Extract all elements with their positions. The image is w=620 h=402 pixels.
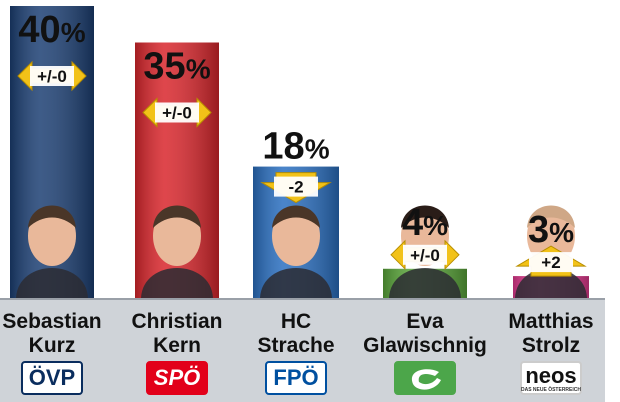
svg-text:DAS NEUE ÖSTERREICH: DAS NEUE ÖSTERREICH xyxy=(521,386,581,393)
party-logo-fp: FPÖ xyxy=(265,361,327,395)
change-label-grne: +/-0 xyxy=(410,246,440,265)
change-box-grne xyxy=(403,244,447,265)
value-label-fp: 18% xyxy=(262,126,329,168)
candidate-name-vp-1: Sebastian xyxy=(2,310,101,333)
candidate-name-fp-2: Strache xyxy=(257,334,334,357)
svg-text:ÖVP: ÖVP xyxy=(29,365,75,390)
change-label-vp: +/-0 xyxy=(37,67,67,86)
candidate-name-grne-1: Eva xyxy=(406,310,444,333)
portrait-fp xyxy=(260,205,332,298)
change-label-neos: +2 xyxy=(541,253,560,272)
value-label-neos: 3% xyxy=(528,209,574,251)
value-label-grne: 4% xyxy=(402,202,448,244)
change-box-fp xyxy=(274,176,318,197)
candidate-name-neos-1: Matthias xyxy=(508,310,593,333)
change-label-sp: +/-0 xyxy=(162,104,192,123)
svg-text:SPÖ: SPÖ xyxy=(154,365,200,390)
candidate-name-fp-1: HC xyxy=(281,310,311,333)
svg-text:neos: neos xyxy=(525,363,576,388)
change-box-neos xyxy=(529,252,573,273)
candidate-name-grne-2: Glawischnig xyxy=(363,334,487,357)
party-logo-grne xyxy=(394,361,456,395)
change-label-fp: -2 xyxy=(288,178,303,197)
candidate-name-sp-1: Christian xyxy=(131,310,222,333)
party-logo-vp: ÖVP xyxy=(21,361,83,395)
svg-text:FPÖ: FPÖ xyxy=(273,365,318,390)
change-box-sp xyxy=(155,102,199,123)
candidate-name-neos-2: Strolz xyxy=(522,334,580,357)
candidate-name-vp-2: Kurz xyxy=(29,334,76,357)
strip-divider xyxy=(0,298,605,300)
value-label-sp: 35% xyxy=(143,46,210,88)
change-box-vp xyxy=(30,66,74,86)
value-label-vp: 40% xyxy=(18,9,85,51)
portrait-sp xyxy=(141,205,213,298)
portrait-vp xyxy=(16,205,88,298)
party-logo-sp: SPÖ xyxy=(146,361,208,395)
candidate-name-sp-2: Kern xyxy=(153,334,201,357)
